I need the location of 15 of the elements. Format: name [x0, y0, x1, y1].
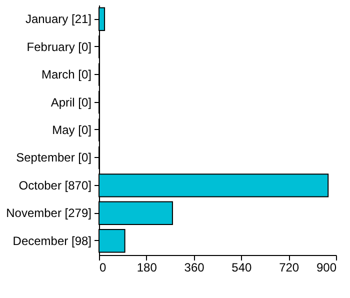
- x-tick-label: 540: [232, 260, 252, 274]
- y-tick-label: February [0]: [26, 40, 92, 54]
- y-tick-label: September [0]: [16, 150, 92, 165]
- y-tick-label: March [0]: [41, 68, 92, 82]
- y-tick-label: April [0]: [50, 95, 92, 110]
- x-tick-label: 180: [136, 260, 158, 274]
- x-tick-label: 360: [184, 260, 205, 274]
- x-tick-label: 0: [100, 260, 106, 274]
- y-tick-label: May [0]: [52, 123, 92, 137]
- y-tick-label: November [279]: [6, 206, 92, 220]
- y-tick-label: December [98]: [12, 234, 92, 248]
- x-tick-label: 720: [279, 260, 300, 274]
- y-tick-label: January [21]: [25, 12, 92, 26]
- y-tick-label: October [870]: [18, 178, 92, 192]
- x-tick-label: 900: [316, 260, 337, 274]
